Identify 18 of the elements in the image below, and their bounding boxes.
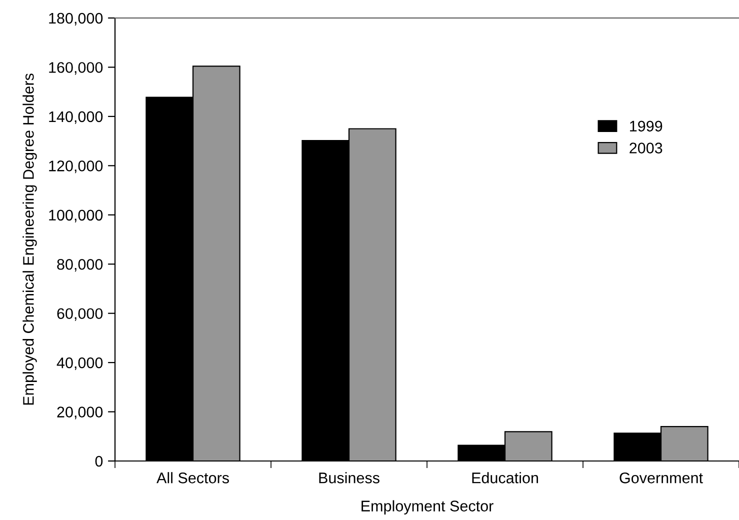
y-tick-label: 180,000 xyxy=(49,12,103,26)
x-tick-label: Business xyxy=(319,472,380,484)
x-tick-label: Government xyxy=(620,472,703,484)
y-tick-label: 120,000 xyxy=(49,160,103,174)
y-tick-label: 60,000 xyxy=(57,308,103,321)
y-tick-label: 160,000 xyxy=(49,62,103,75)
x-tick-label: Education xyxy=(472,472,538,484)
legend-label: 2003 xyxy=(630,142,662,154)
y-tick-label: 80,000 xyxy=(57,258,103,272)
x-axis-title: Employment Sector xyxy=(362,500,494,514)
legend-label: 1999 xyxy=(630,120,662,132)
y-axis-title: Employed Chemical Engineering Degree Holders xyxy=(22,74,37,405)
y-tick-label: 40,000 xyxy=(56,357,103,370)
y-tick-label: 0 xyxy=(95,456,103,467)
y-tick-label: 100,000 xyxy=(49,210,103,222)
x-tick-label: All Sectors xyxy=(156,472,229,484)
y-tick-label: 140,000 xyxy=(49,111,103,124)
y-tick-label: 20,000 xyxy=(57,406,103,420)
